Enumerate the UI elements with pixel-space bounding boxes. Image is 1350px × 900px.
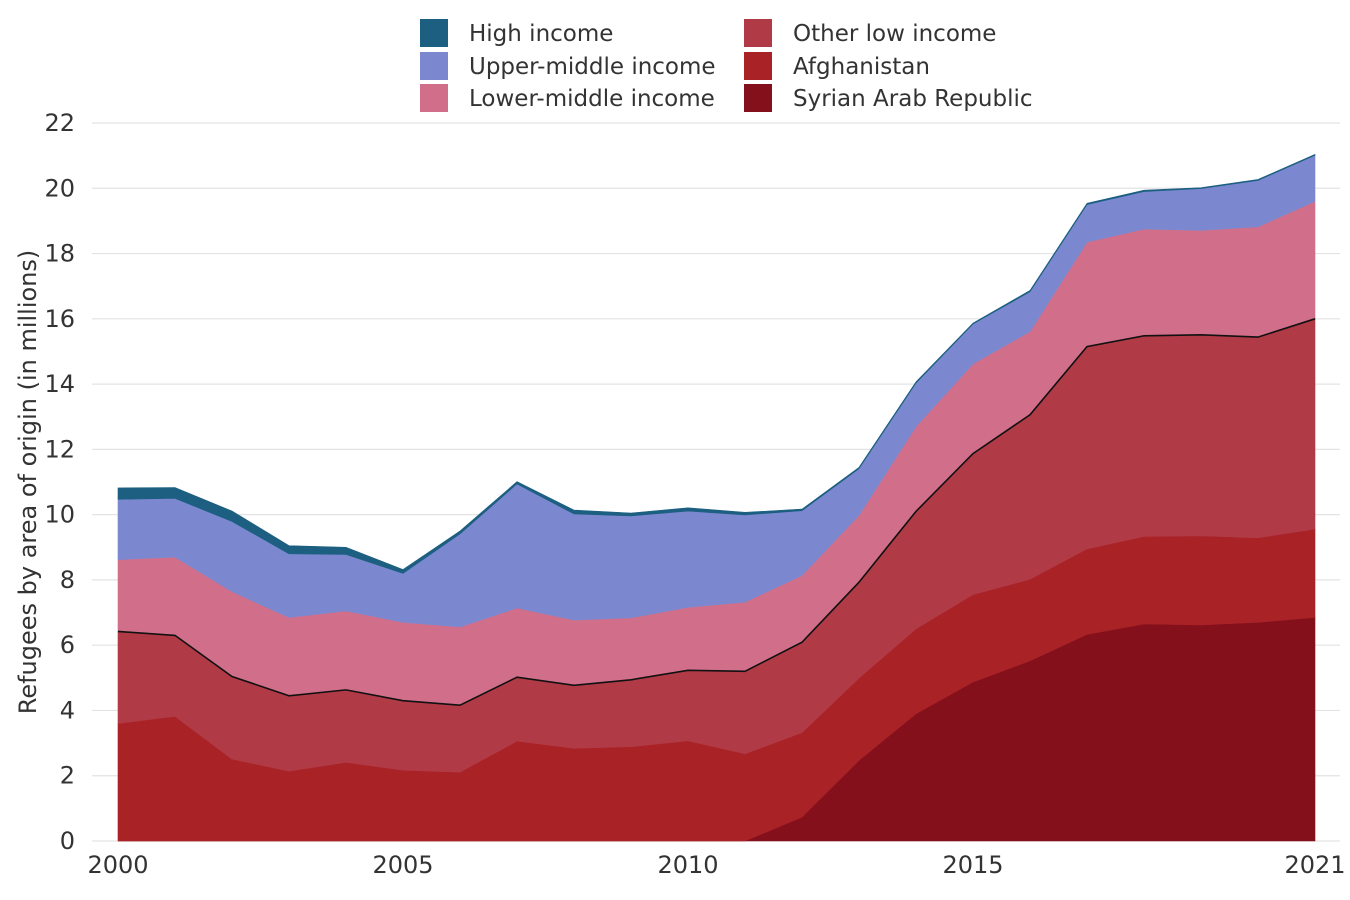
y-tick-label-2: 2 (60, 762, 75, 790)
legend-item-lower-middle-income: Lower-middle income (420, 84, 715, 112)
legend-swatch-other-low-income (744, 19, 772, 47)
area-high-income (117, 153, 1316, 574)
y-tick-label-22: 22 (44, 109, 75, 137)
legend-label-other-low-income: Other low income (793, 21, 996, 47)
legend-item-afghanistan: Afghanistan (744, 52, 930, 80)
y-axis-title: Refugees by area of origin (in millions) (14, 250, 42, 715)
legend-label-syrian-arab-republic: Syrian Arab Republic (793, 86, 1033, 112)
x-axis-ticks: 2000 2005 2010 2015 2021 (87, 851, 1345, 879)
area-outlines (117, 318, 1316, 707)
legend-item-other-low-income: Other low income (744, 19, 996, 47)
area-series (117, 153, 1316, 842)
legend-label-afghanistan: Afghanistan (793, 54, 930, 80)
y-tick-label-18: 18 (44, 240, 75, 268)
y-tick-label-12: 12 (44, 435, 75, 463)
y-tick-label-16: 16 (44, 305, 75, 333)
legend-label-lower-middle-income: Lower-middle income (469, 86, 715, 112)
legend-swatch-syrian-arab-republic (744, 84, 772, 112)
legend: High income Upper-middle income Lower-midd… (420, 19, 1033, 112)
legend-label-high-income: High income (469, 21, 613, 47)
y-axis-ticks: 0 2 4 6 8 10 12 14 16 18 20 22 (44, 109, 75, 855)
y-tick-label-4: 4 (60, 696, 75, 724)
legend-item-syrian-arab-republic: Syrian Arab Republic (744, 84, 1033, 112)
x-tick-label-2010: 2010 (657, 851, 718, 879)
legend-label-upper-middle-income: Upper-middle income (469, 54, 716, 80)
x-tick-label-2000: 2000 (87, 851, 148, 879)
y-tick-label-6: 6 (60, 631, 75, 659)
y-tick-label-0: 0 (60, 827, 75, 855)
y-tick-label-8: 8 (60, 566, 75, 594)
legend-item-upper-middle-income: Upper-middle income (420, 52, 716, 80)
x-tick-label-2015: 2015 (942, 851, 1003, 879)
legend-swatch-afghanistan (744, 52, 772, 80)
x-tick-label-2005: 2005 (372, 851, 433, 879)
x-tick-label-2021: 2021 (1284, 851, 1345, 879)
legend-swatch-lower-middle-income (420, 84, 448, 112)
line-top-other-low-income (117, 318, 1316, 707)
legend-swatch-high-income (420, 19, 448, 47)
legend-swatch-upper-middle-income (420, 52, 448, 80)
y-tick-label-14: 14 (44, 370, 75, 398)
y-tick-label-10: 10 (44, 501, 75, 529)
legend-item-high-income: High income (420, 19, 613, 47)
y-tick-label-20: 20 (44, 174, 75, 202)
